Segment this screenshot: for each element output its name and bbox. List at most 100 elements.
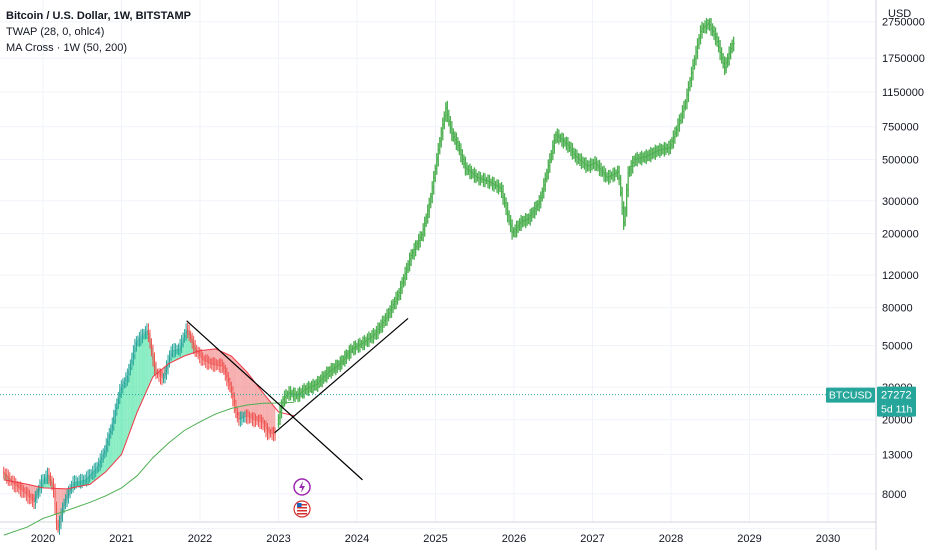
candle-body — [81, 480, 83, 482]
time-axis-label: 2020 — [31, 533, 55, 545]
candle-body — [22, 490, 24, 492]
price-axis-label: 200000 — [882, 229, 919, 241]
twap-cloud-bull — [138, 338, 141, 409]
candle-body — [143, 333, 145, 335]
candle-body — [80, 480, 82, 482]
candle-body — [25, 493, 27, 495]
twap-cloud-bull — [148, 330, 150, 388]
candle-body — [170, 350, 172, 357]
candle-body — [70, 485, 73, 490]
candle-body — [191, 338, 193, 343]
twap-cloud-bull — [132, 355, 135, 425]
ma-slow-line — [3, 401, 295, 536]
twap-cloud-bull — [146, 330, 149, 391]
candle-body — [206, 361, 208, 363]
candle-body — [153, 359, 156, 368]
candle-body — [266, 430, 269, 433]
candle-body — [30, 497, 32, 500]
candle-body — [93, 470, 95, 472]
twap-cloud-bull — [127, 374, 130, 438]
twap-cloud-bear — [250, 376, 252, 419]
candle-body — [188, 330, 190, 335]
twap-cloud-bear — [243, 368, 246, 418]
twap-cloud-bear — [273, 406, 276, 434]
candle-body — [78, 481, 80, 483]
candle-body — [230, 386, 232, 393]
twap-cloud-bear — [240, 365, 243, 419]
candle-body — [187, 329, 189, 331]
candle-body — [4, 473, 6, 475]
us-flag-stripe — [297, 513, 308, 515]
candle-body — [185, 329, 187, 334]
indicator-twap-label[interactable]: TWAP (28, 0, ohlc4) — [6, 26, 105, 38]
price-axis-label: 8000 — [882, 489, 906, 501]
candle-body — [77, 481, 79, 483]
twap-cloud-bear — [254, 382, 257, 421]
candle-body — [40, 481, 43, 486]
candle-body — [141, 334, 144, 337]
candle-body — [180, 341, 183, 346]
indicator-ma-cross-label[interactable]: MA Cross · 1W (50, 200) — [6, 42, 128, 54]
twap-cloud-bull — [140, 337, 142, 405]
candle-body — [122, 384, 124, 388]
twap-cloud-bear — [242, 367, 244, 419]
candle-body — [217, 364, 219, 366]
candle-body — [140, 336, 142, 339]
candle-body — [116, 403, 118, 411]
candle-body — [42, 479, 44, 482]
us-flag-stripe — [297, 507, 308, 509]
candle-body — [36, 493, 38, 498]
candle-body — [117, 397, 119, 404]
price-tag-countdown: 5d 11h — [881, 404, 912, 416]
candle-body — [245, 416, 248, 418]
twap-cloud-bull — [129, 368, 131, 434]
candle-body — [197, 351, 199, 354]
candle-body — [238, 418, 240, 420]
candle-body — [113, 416, 115, 424]
candle-body — [196, 349, 198, 352]
trendline-descending[interactable] — [186, 320, 363, 481]
symbol-title[interactable]: Bitcoin / U.S. Dollar, 1W, BITSTAMP — [6, 10, 191, 22]
candle-body — [250, 417, 252, 419]
candle-body — [52, 484, 55, 491]
candle-body — [214, 364, 216, 366]
time-axis-label: 2030 — [816, 533, 840, 545]
twap-cloud-bear — [256, 384, 259, 421]
price-axis-label: 13000 — [882, 450, 913, 462]
candle-body — [152, 351, 154, 360]
candle-body — [209, 362, 211, 364]
candle-body — [149, 334, 151, 344]
price-tag-value-bg — [877, 386, 916, 417]
twap-cloud-bull — [124, 380, 127, 447]
candle-body — [260, 421, 263, 423]
candle-body — [155, 367, 157, 373]
candle-body — [83, 480, 85, 482]
twap-cloud-bear — [272, 404, 274, 434]
twap-cloud-bull — [119, 389, 122, 457]
candle-body — [244, 416, 246, 418]
candle-body — [226, 374, 228, 379]
candle-body — [236, 411, 238, 419]
candle-body — [200, 355, 202, 359]
candle-body — [271, 433, 273, 435]
trendline-ascending[interactable] — [274, 317, 409, 434]
time-axis-label: 2022 — [188, 533, 212, 545]
candle-body — [45, 476, 47, 479]
candle-body — [162, 377, 165, 379]
candle-body — [205, 360, 207, 362]
price-tag-symbol-bg[interactable] — [826, 387, 875, 403]
us-flag-icon[interactable] — [293, 500, 311, 518]
candle-body — [104, 449, 106, 454]
twap-cloud-bear — [251, 378, 254, 419]
price-tag-value: 27272 — [881, 390, 912, 402]
candle-body — [3, 471, 5, 474]
candle-body — [51, 480, 53, 485]
legend: Bitcoin / U.S. Dollar, 1W, BITSTAMP TWAP… — [6, 8, 191, 56]
candle-body — [114, 410, 116, 417]
candle-body — [12, 481, 14, 483]
candle-body — [174, 349, 177, 351]
candle-body — [6, 474, 8, 477]
candle-body — [89, 474, 91, 477]
